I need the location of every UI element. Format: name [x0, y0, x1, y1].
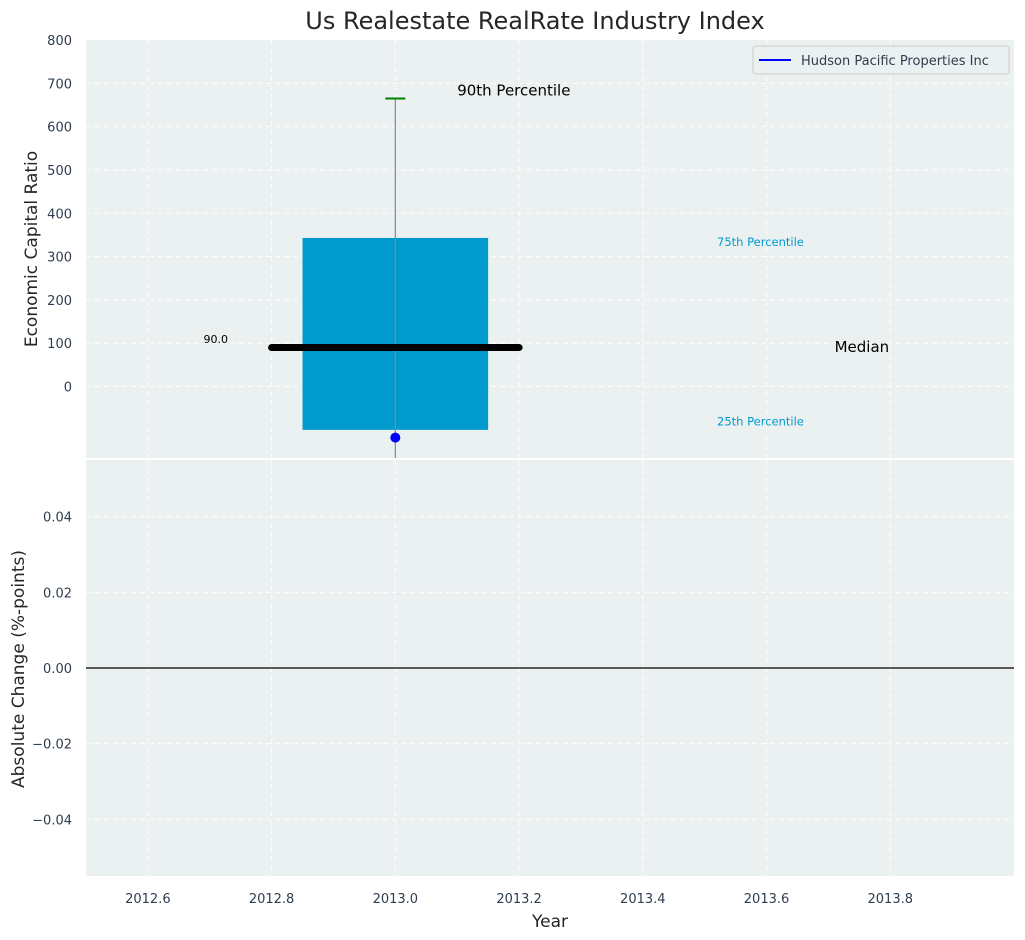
- top-y-tick-label: 200: [47, 294, 72, 309]
- annotation-label: 90.0: [204, 333, 229, 346]
- top-y-tick-label: 700: [47, 77, 72, 92]
- top-y-tick-label: 500: [47, 164, 72, 179]
- top-plot-background: [86, 40, 1014, 458]
- legend-box: [752, 45, 1010, 75]
- x-tick-label: 2012.8: [249, 892, 295, 907]
- top-y-tick-label: 100: [47, 337, 72, 352]
- top-y-ticks: 0 100 200 300 400 500 600 700 800: [47, 34, 72, 396]
- annotation-label: Median: [835, 338, 890, 356]
- chart-title: Us Realestate RealRate Industry Index: [305, 7, 764, 35]
- top-marks: 90th Percentile 75th Percentile Median 25th…: [86, 81, 1014, 460]
- x-tick-label: 2012.6: [125, 892, 171, 907]
- bottom-y-tick-label: 0.02: [43, 586, 72, 601]
- x-tick-label: 2013.4: [620, 892, 666, 907]
- top-y-tick-label: 600: [47, 121, 72, 136]
- x-axis-label: Year: [531, 912, 568, 932]
- legend-entry: Hudson Pacific Properties Inc: [801, 54, 989, 69]
- top-grid: [86, 40, 1014, 458]
- annotation-label: 90th Percentile: [457, 81, 570, 99]
- bottom-y-tick-label: 0.00: [43, 662, 72, 677]
- top-y-tick-label: 800: [47, 34, 72, 49]
- company-point: [390, 432, 401, 443]
- x-tick-label: 2013.6: [744, 892, 790, 907]
- top-y-tick-label: 300: [47, 251, 72, 266]
- bottom-y-tick-label: −0.02: [32, 738, 72, 753]
- top-y-tick-label: 0: [64, 381, 72, 396]
- bottom-y-ticks: −0.04 −0.02 0.00 0.02 0.04: [32, 511, 72, 829]
- x-tick-label: 2013.0: [373, 892, 419, 907]
- x-ticks: 2012.6 2012.8 2013.0 2013.2 2013.4 2013.6 2013…: [125, 892, 913, 907]
- x-tick-label: 2013.2: [496, 892, 542, 907]
- legend: Hudson Pacific Properties Inc: [752, 45, 1010, 75]
- top-y-tick-label: 400: [47, 207, 72, 222]
- bottom-y-tick-label: 0.04: [43, 511, 72, 526]
- bottom-y-axis-label: Absolute Change (%-points): [9, 550, 29, 788]
- bottom-y-tick-label: −0.04: [32, 813, 72, 828]
- annotation-label: 25th Percentile: [717, 415, 804, 429]
- x-tick-label: 2013.8: [868, 892, 914, 907]
- annotation-label: 75th Percentile: [717, 235, 804, 249]
- top-y-axis-label: Economic Capital Ratio: [22, 151, 42, 347]
